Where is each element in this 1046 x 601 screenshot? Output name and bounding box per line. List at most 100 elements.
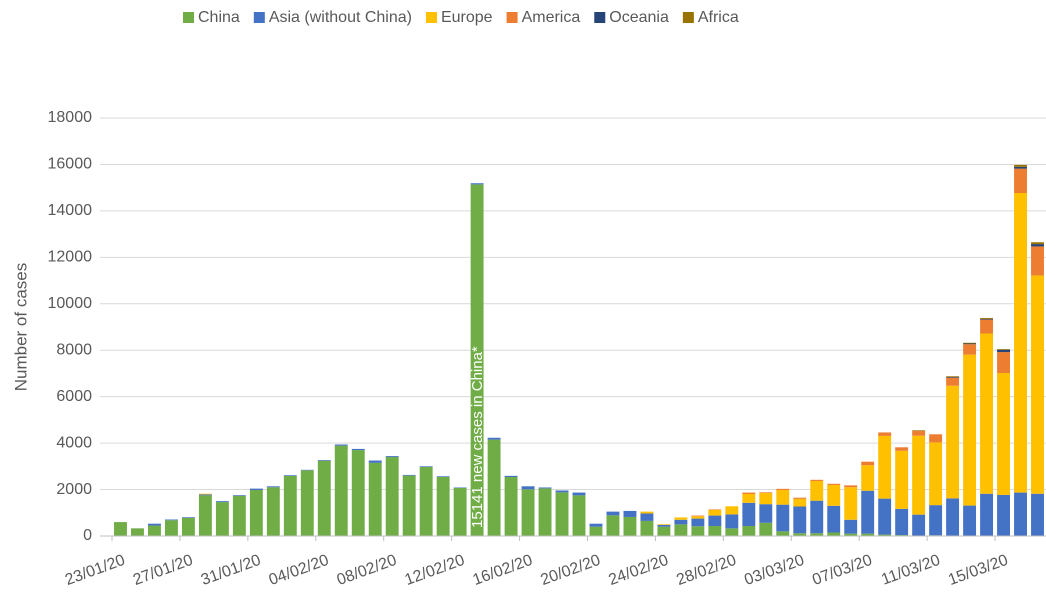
bar-segment: [419, 466, 433, 468]
bar-segment: [385, 457, 399, 536]
bar-segment: [402, 475, 416, 536]
bar-segment: [657, 526, 671, 536]
bar-segment: [1031, 246, 1044, 276]
bar-segment: [215, 501, 229, 503]
bar-segment: [810, 479, 824, 481]
bar-segment: [1014, 168, 1027, 194]
bar-segment: [640, 511, 654, 514]
bar-segment: [504, 477, 518, 536]
legend-swatch: [682, 12, 694, 23]
bar-segment: [317, 460, 331, 461]
bar-segment: [878, 498, 892, 535]
bar-segment: [1031, 275, 1044, 494]
y-tick-label: 12000: [48, 249, 93, 266]
bar-segment: [623, 516, 637, 536]
bar-segment: [436, 476, 450, 478]
bar-segment: [114, 522, 127, 536]
bar-segment: [351, 450, 365, 536]
bar-segment: [912, 514, 926, 536]
x-tick-label: 15/03/20: [946, 552, 1010, 589]
legend-swatch: [183, 12, 194, 23]
bar-segment: [589, 526, 603, 536]
bar-segment: [131, 528, 144, 536]
bar-segment: [827, 505, 841, 533]
bar-segment: [164, 520, 178, 536]
bar-segment: [759, 493, 773, 505]
bar-segment: [963, 505, 977, 536]
bar-segment: [674, 519, 688, 525]
bar-segment: [1031, 242, 1044, 245]
bar-segment: [198, 493, 212, 495]
y-tick-label: 4000: [56, 434, 92, 451]
bar-segment: [725, 514, 739, 529]
bar-segment: [504, 475, 518, 478]
bar-segment: [963, 344, 977, 355]
bar-segment: [793, 533, 807, 536]
bar-segment: [844, 519, 858, 534]
bar-segment: [827, 484, 841, 506]
x-tick-label: 12/02/20: [403, 552, 467, 589]
bar-segment: [827, 483, 841, 485]
x-tick-label: 20/02/20: [538, 552, 602, 589]
y-tick-label: 14000: [48, 202, 93, 219]
bar-segment: [844, 485, 858, 488]
bar-segment: [912, 431, 926, 436]
bar-segment: [810, 533, 824, 536]
bar-segment: [283, 475, 297, 536]
bar-segment: [878, 435, 892, 499]
bar-segment: [844, 533, 858, 536]
bar-segment: [266, 487, 280, 536]
y-tick-label: 0: [83, 527, 92, 544]
bar-segment: [895, 508, 909, 536]
bar-segment: [793, 497, 807, 499]
bar-segment: [334, 445, 348, 536]
bar-segment: [555, 492, 569, 536]
legend-label: America: [522, 9, 581, 26]
bar-segment: [759, 492, 773, 494]
bar-segment: [1014, 492, 1027, 536]
bar-segment: [402, 474, 416, 476]
legend-label: Oceania: [609, 9, 669, 26]
bar-segment: [691, 515, 705, 517]
bar-segment: [997, 494, 1010, 536]
bar-segment: [810, 480, 824, 501]
bar-segment: [708, 515, 722, 527]
bar-segment: [691, 516, 705, 519]
bar-segment: [640, 513, 654, 521]
x-tick-label: 24/02/20: [606, 552, 670, 589]
bar-segment: [776, 488, 790, 491]
legend-label: China: [198, 9, 240, 26]
y-tick-label: 2000: [56, 481, 92, 498]
bar-segment: [725, 528, 739, 536]
bar-segment: [198, 495, 212, 536]
bar-segment: [555, 490, 569, 493]
bar-segment: [453, 487, 467, 536]
legend-swatch: [253, 12, 265, 23]
bar-segment: [878, 432, 892, 436]
bar-segment: [148, 523, 161, 526]
y-tick-label: 6000: [56, 388, 92, 405]
bar-segment: [589, 523, 603, 527]
bar-segment: [538, 487, 552, 489]
bar-segment: [861, 490, 875, 534]
bar-segment: [368, 462, 382, 536]
bar-segment: [742, 502, 756, 527]
bar-segment: [980, 317, 994, 319]
bar-segment: [300, 470, 314, 536]
bar-segment: [844, 487, 858, 520]
bar-segment: [623, 510, 637, 517]
bar-segment: [742, 492, 756, 494]
bar-segment: [776, 490, 790, 505]
bar-segment: [929, 434, 943, 443]
bar-segment: [810, 500, 824, 534]
bar-segment: [946, 385, 960, 499]
legend-label: Africa: [698, 9, 739, 26]
bar-segment: [164, 519, 178, 521]
x-tick-label: 07/03/20: [810, 552, 874, 589]
bar-segment: [827, 532, 841, 536]
bar-segment: [334, 444, 348, 446]
x-tick-label: 04/02/20: [267, 552, 331, 589]
bar-segment: [946, 376, 960, 377]
y-tick-label: 18000: [48, 109, 93, 126]
